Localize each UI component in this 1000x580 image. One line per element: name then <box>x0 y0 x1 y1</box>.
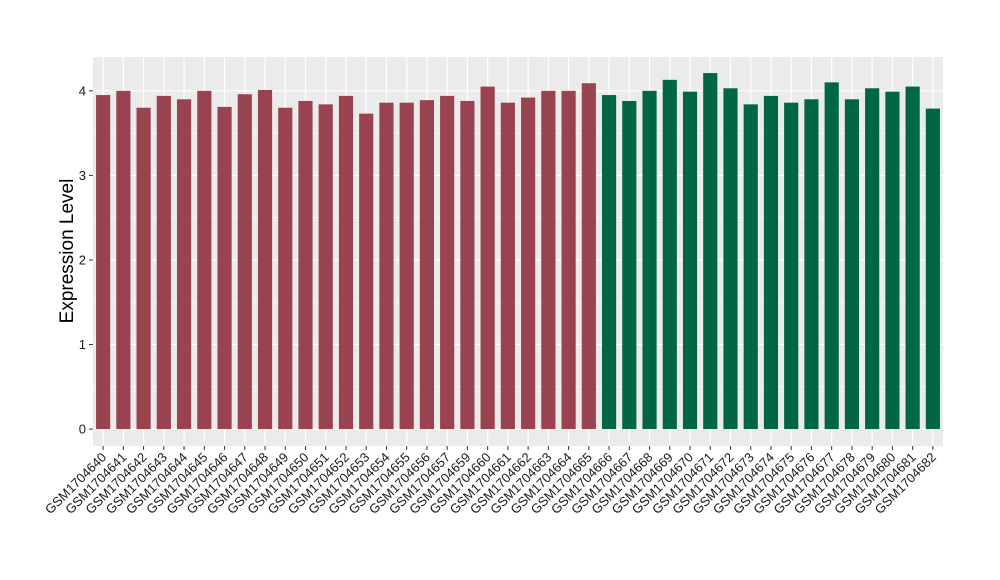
bar <box>338 95 354 430</box>
bar <box>298 100 313 430</box>
bar <box>176 99 192 430</box>
bar <box>136 107 151 430</box>
bars <box>96 73 940 430</box>
bar <box>885 91 900 430</box>
bar <box>844 99 860 430</box>
bar <box>682 91 698 430</box>
bar <box>156 95 171 430</box>
bar <box>561 90 576 430</box>
bar <box>905 86 920 430</box>
bar <box>622 100 637 430</box>
bar <box>278 107 293 430</box>
bar <box>581 83 596 430</box>
bar <box>601 95 617 430</box>
plot-panel <box>93 57 943 446</box>
bar <box>521 97 536 430</box>
y-axis: 0 1 2 3 4 <box>79 83 93 437</box>
bar <box>480 86 495 430</box>
bar <box>359 113 374 430</box>
bar <box>804 99 819 430</box>
y-tick-label: 4 <box>79 83 86 98</box>
bar <box>217 106 232 430</box>
y-tick-label: 2 <box>79 252 86 267</box>
bar <box>318 104 333 430</box>
bar <box>642 90 657 430</box>
y-tick-label: 3 <box>79 168 86 183</box>
bar <box>703 73 718 430</box>
bar <box>440 95 455 430</box>
bar <box>419 100 435 430</box>
bar <box>379 102 394 430</box>
bar <box>925 108 940 430</box>
bar <box>197 90 212 430</box>
bar <box>784 102 799 430</box>
bar <box>257 89 273 430</box>
bar <box>662 79 677 430</box>
y-axis-title: Expression Level <box>57 179 78 324</box>
bar <box>460 100 475 430</box>
bar <box>500 102 515 430</box>
y-tick-label: 0 <box>79 422 86 437</box>
bar <box>96 95 111 430</box>
bar <box>116 90 131 430</box>
bar <box>763 95 779 430</box>
bar <box>743 104 758 430</box>
x-axis: GSM1704640GSM1704641GSM1704642GSM1704643… <box>42 446 939 517</box>
bar <box>541 90 556 430</box>
bar <box>399 102 414 430</box>
bar <box>237 94 252 430</box>
bar <box>824 82 839 430</box>
bar <box>723 88 738 430</box>
y-tick-label: 1 <box>79 337 86 352</box>
bar <box>865 88 880 430</box>
